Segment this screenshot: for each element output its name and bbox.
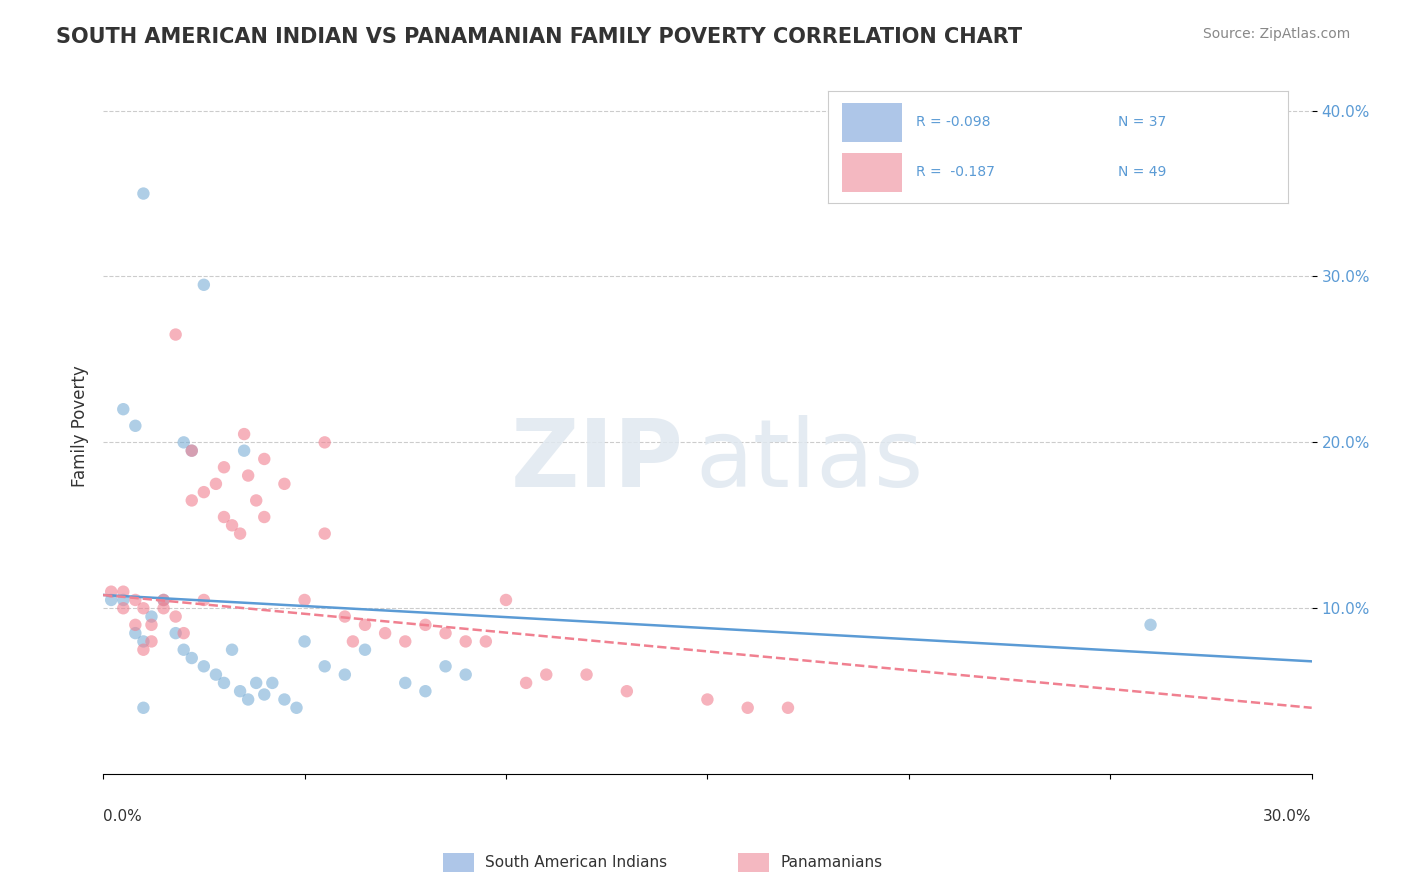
Point bbox=[229, 526, 252, 541]
Text: SOUTH AMERICAN INDIAN VS PANAMANIAN FAMILY POVERTY CORRELATION CHART: SOUTH AMERICAN INDIAN VS PANAMANIAN FAMI… bbox=[56, 27, 1022, 46]
Point bbox=[193, 485, 215, 500]
Point bbox=[221, 642, 243, 657]
Point bbox=[165, 327, 187, 342]
Point bbox=[212, 676, 235, 690]
Point bbox=[737, 700, 759, 714]
Point bbox=[229, 684, 252, 698]
Point bbox=[342, 634, 364, 648]
Point bbox=[132, 634, 155, 648]
Point bbox=[434, 626, 457, 640]
Point bbox=[165, 626, 187, 640]
Point bbox=[152, 601, 174, 615]
Point bbox=[434, 659, 457, 673]
Point bbox=[124, 626, 146, 640]
Point bbox=[193, 277, 215, 292]
Point bbox=[394, 676, 416, 690]
Text: Source: ZipAtlas.com: Source: ZipAtlas.com bbox=[1202, 27, 1350, 41]
Point bbox=[132, 601, 155, 615]
Point bbox=[515, 676, 537, 690]
Point bbox=[314, 659, 336, 673]
Point bbox=[415, 617, 437, 632]
Point bbox=[294, 634, 316, 648]
Point bbox=[165, 609, 187, 624]
Point bbox=[193, 659, 215, 673]
Point bbox=[475, 634, 498, 648]
Point bbox=[173, 435, 195, 450]
Text: 0.0%: 0.0% bbox=[103, 809, 142, 824]
Point bbox=[333, 667, 356, 681]
Point bbox=[236, 692, 259, 706]
Point bbox=[354, 642, 377, 657]
Point bbox=[233, 443, 256, 458]
Point bbox=[112, 601, 135, 615]
Point bbox=[221, 518, 243, 533]
Point bbox=[314, 435, 336, 450]
Point bbox=[273, 692, 295, 706]
Point bbox=[236, 468, 259, 483]
Point bbox=[180, 493, 202, 508]
Point bbox=[141, 609, 163, 624]
Point bbox=[173, 642, 195, 657]
Point bbox=[575, 667, 598, 681]
Point bbox=[262, 676, 284, 690]
Point bbox=[132, 700, 155, 714]
Point bbox=[205, 667, 228, 681]
Point bbox=[100, 584, 122, 599]
Point bbox=[212, 460, 235, 475]
Point bbox=[616, 684, 638, 698]
Point bbox=[193, 593, 215, 607]
Point bbox=[495, 593, 517, 607]
Point bbox=[152, 593, 174, 607]
Point bbox=[294, 593, 316, 607]
Point bbox=[141, 617, 163, 632]
Point bbox=[180, 443, 202, 458]
Point bbox=[454, 667, 477, 681]
Point bbox=[180, 651, 202, 665]
Point bbox=[696, 692, 718, 706]
Point bbox=[132, 186, 155, 201]
Point bbox=[253, 688, 276, 702]
Point bbox=[124, 418, 146, 433]
Point bbox=[233, 427, 256, 442]
Point bbox=[253, 510, 276, 524]
Point bbox=[1139, 617, 1161, 632]
Point bbox=[112, 584, 135, 599]
Point bbox=[285, 700, 308, 714]
Point bbox=[245, 493, 267, 508]
Point bbox=[536, 667, 558, 681]
Point bbox=[273, 476, 295, 491]
Point bbox=[245, 676, 267, 690]
Point bbox=[112, 593, 135, 607]
Point bbox=[333, 609, 356, 624]
Point bbox=[314, 526, 336, 541]
Text: ZIP: ZIP bbox=[510, 415, 683, 507]
Point bbox=[132, 642, 155, 657]
Text: Panamanians: Panamanians bbox=[780, 855, 883, 870]
Y-axis label: Family Poverty: Family Poverty bbox=[72, 365, 89, 487]
Point bbox=[776, 700, 799, 714]
Point bbox=[205, 476, 228, 491]
Point bbox=[141, 634, 163, 648]
Text: 30.0%: 30.0% bbox=[1263, 809, 1312, 824]
Point bbox=[173, 626, 195, 640]
Point bbox=[253, 452, 276, 467]
Point bbox=[454, 634, 477, 648]
Point bbox=[124, 593, 146, 607]
Point bbox=[374, 626, 396, 640]
Point bbox=[354, 617, 377, 632]
Point bbox=[212, 510, 235, 524]
Point bbox=[394, 634, 416, 648]
Text: atlas: atlas bbox=[696, 415, 924, 507]
Point bbox=[152, 593, 174, 607]
Point bbox=[180, 443, 202, 458]
Text: South American Indians: South American Indians bbox=[485, 855, 668, 870]
Point bbox=[124, 617, 146, 632]
Point bbox=[112, 402, 135, 417]
Point bbox=[100, 593, 122, 607]
Point bbox=[415, 684, 437, 698]
